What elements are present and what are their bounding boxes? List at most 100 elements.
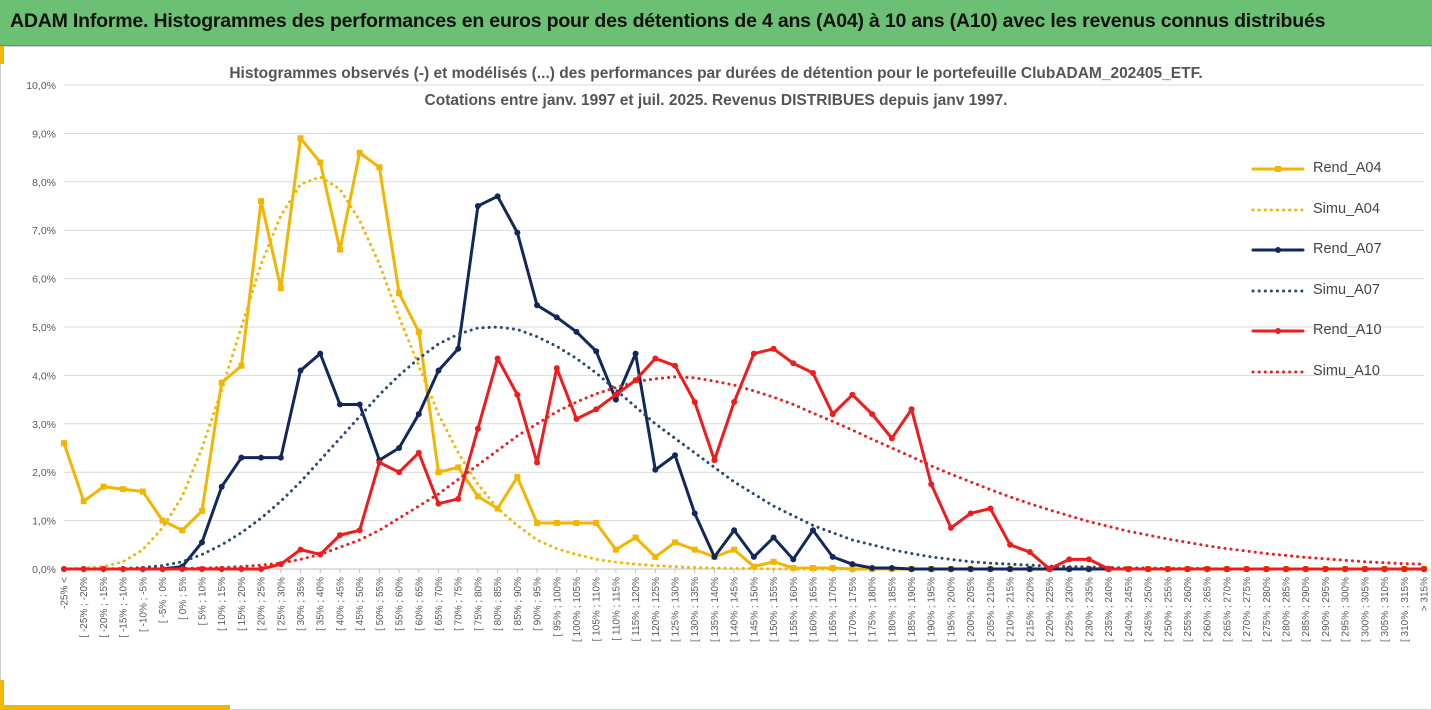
data-point — [987, 505, 994, 512]
data-point — [888, 435, 895, 442]
data-point — [750, 553, 757, 560]
data-point — [376, 459, 383, 466]
data-point — [356, 401, 363, 408]
data-point — [277, 454, 284, 461]
data-point — [1342, 566, 1349, 572]
data-point — [908, 566, 915, 572]
data-point — [534, 459, 541, 466]
x-tick-label: [ 190% ; 195% — [927, 577, 938, 642]
data-point — [1283, 566, 1290, 572]
data-point — [514, 229, 521, 236]
x-tick-label: [ 90% ; 95% — [533, 577, 544, 631]
x-tick-label: [ 125% ; 130% — [671, 577, 682, 642]
data-point — [1322, 566, 1329, 572]
data-point — [967, 566, 974, 572]
data-point — [100, 483, 107, 490]
legend-label: Rend_A04 — [1313, 160, 1382, 176]
series-line-simu_a04 — [62, 175, 1426, 571]
data-point — [494, 505, 501, 512]
x-tick-label: [ 75% ; 80% — [473, 577, 484, 631]
series-lines — [61, 135, 1427, 572]
x-tick-label: [ 70% ; 75% — [454, 577, 465, 631]
legend-label: Simu_A07 — [1313, 281, 1380, 298]
data-point — [139, 488, 146, 495]
data-point — [1302, 566, 1309, 572]
data-point — [987, 566, 994, 572]
legend-label: Rend_A07 — [1313, 241, 1382, 257]
x-tick-label: [ -15% ; -10% — [119, 577, 130, 638]
series-line-simu_a07 — [62, 325, 1426, 571]
data-point — [711, 553, 718, 560]
x-tick-label: [ -20% ; -15% — [99, 577, 110, 638]
accent-bar-bottom-left — [0, 680, 4, 710]
data-point — [297, 135, 304, 142]
y-tick-label: 0,0% — [32, 564, 56, 576]
x-tick-label: [ 230% ; 235% — [1084, 577, 1095, 642]
data-point — [336, 401, 343, 408]
data-point — [1046, 566, 1053, 572]
x-tick-label: [ 305% ; 310% — [1380, 577, 1391, 642]
legend-swatch — [1251, 370, 1305, 373]
data-point — [1066, 556, 1073, 563]
data-point — [238, 362, 245, 369]
data-point — [396, 290, 403, 297]
data-point — [1381, 566, 1388, 572]
data-point — [612, 546, 619, 553]
x-tick-label: [ 155% ; 160% — [789, 577, 800, 642]
data-point — [474, 493, 481, 500]
x-tick-label: [ 275% ; 280% — [1262, 577, 1273, 642]
data-point — [1263, 566, 1270, 572]
x-tick-label: [ 180% ; 185% — [887, 577, 898, 642]
data-point — [336, 532, 343, 539]
data-point — [435, 500, 442, 507]
x-tick-label: [ 185% ; 190% — [907, 577, 918, 642]
data-point — [218, 483, 225, 490]
x-tick-label: [ 110% ; 115% — [611, 577, 622, 641]
y-tick-label: 7,0% — [32, 225, 56, 237]
x-tick-label: [ 40% ; 45% — [335, 577, 346, 631]
x-tick-label: [ 210% ; 215% — [1006, 577, 1017, 642]
x-tick-label: [ 215% ; 220% — [1025, 577, 1036, 642]
x-tick-label: [ 85% ; 90% — [513, 577, 524, 631]
data-point — [928, 481, 935, 488]
x-tick-label: [ 280% ; 285% — [1282, 577, 1293, 642]
data-point — [455, 495, 462, 502]
x-tick-label: > 315% — [1420, 577, 1431, 611]
data-point — [908, 406, 915, 413]
data-point — [218, 379, 225, 386]
chart-subtitle: Cotations entre janv. 1997 et juil. 2025… — [424, 92, 1008, 109]
data-point — [514, 474, 521, 481]
data-point — [415, 411, 422, 418]
x-tick-label: [ 140% ; 145% — [730, 577, 741, 642]
x-tick-label: [ 45% ; 50% — [355, 577, 366, 631]
x-tick-label: [ 135% ; 140% — [710, 577, 721, 642]
legend-label: Simu_A10 — [1313, 362, 1380, 379]
chart-title: Histogrammes observés (-) et modélisés (… — [229, 65, 1203, 82]
accent-bar-bottom — [0, 705, 230, 710]
data-point — [573, 328, 580, 335]
data-point — [691, 399, 698, 406]
series-line-simu_a10 — [62, 375, 1426, 571]
x-tick-label: -25% < — [60, 577, 71, 609]
data-point — [1026, 566, 1033, 572]
data-point — [770, 558, 777, 565]
data-point — [1145, 566, 1152, 572]
legend-label: Rend_A10 — [1313, 322, 1382, 338]
x-tick-label: [ 300% ; 305% — [1360, 577, 1371, 642]
legend-label: Simu_A04 — [1313, 200, 1380, 217]
data-point — [672, 539, 679, 546]
data-point — [159, 517, 166, 524]
data-point — [612, 391, 619, 398]
x-tick-label: [ 310% ; 315% — [1400, 577, 1411, 642]
x-tick-label: [ 20% ; 25% — [257, 577, 268, 631]
x-tick-label: [ 5% ; 10% — [197, 577, 208, 625]
data-point — [888, 565, 895, 572]
data-point — [474, 425, 481, 432]
data-point — [593, 520, 600, 527]
data-point — [809, 369, 816, 376]
data-point — [120, 486, 127, 493]
data-point — [396, 469, 403, 476]
x-tick-label: [ 100% ; 105% — [572, 577, 583, 642]
data-point — [100, 566, 107, 572]
data-point — [691, 510, 698, 517]
